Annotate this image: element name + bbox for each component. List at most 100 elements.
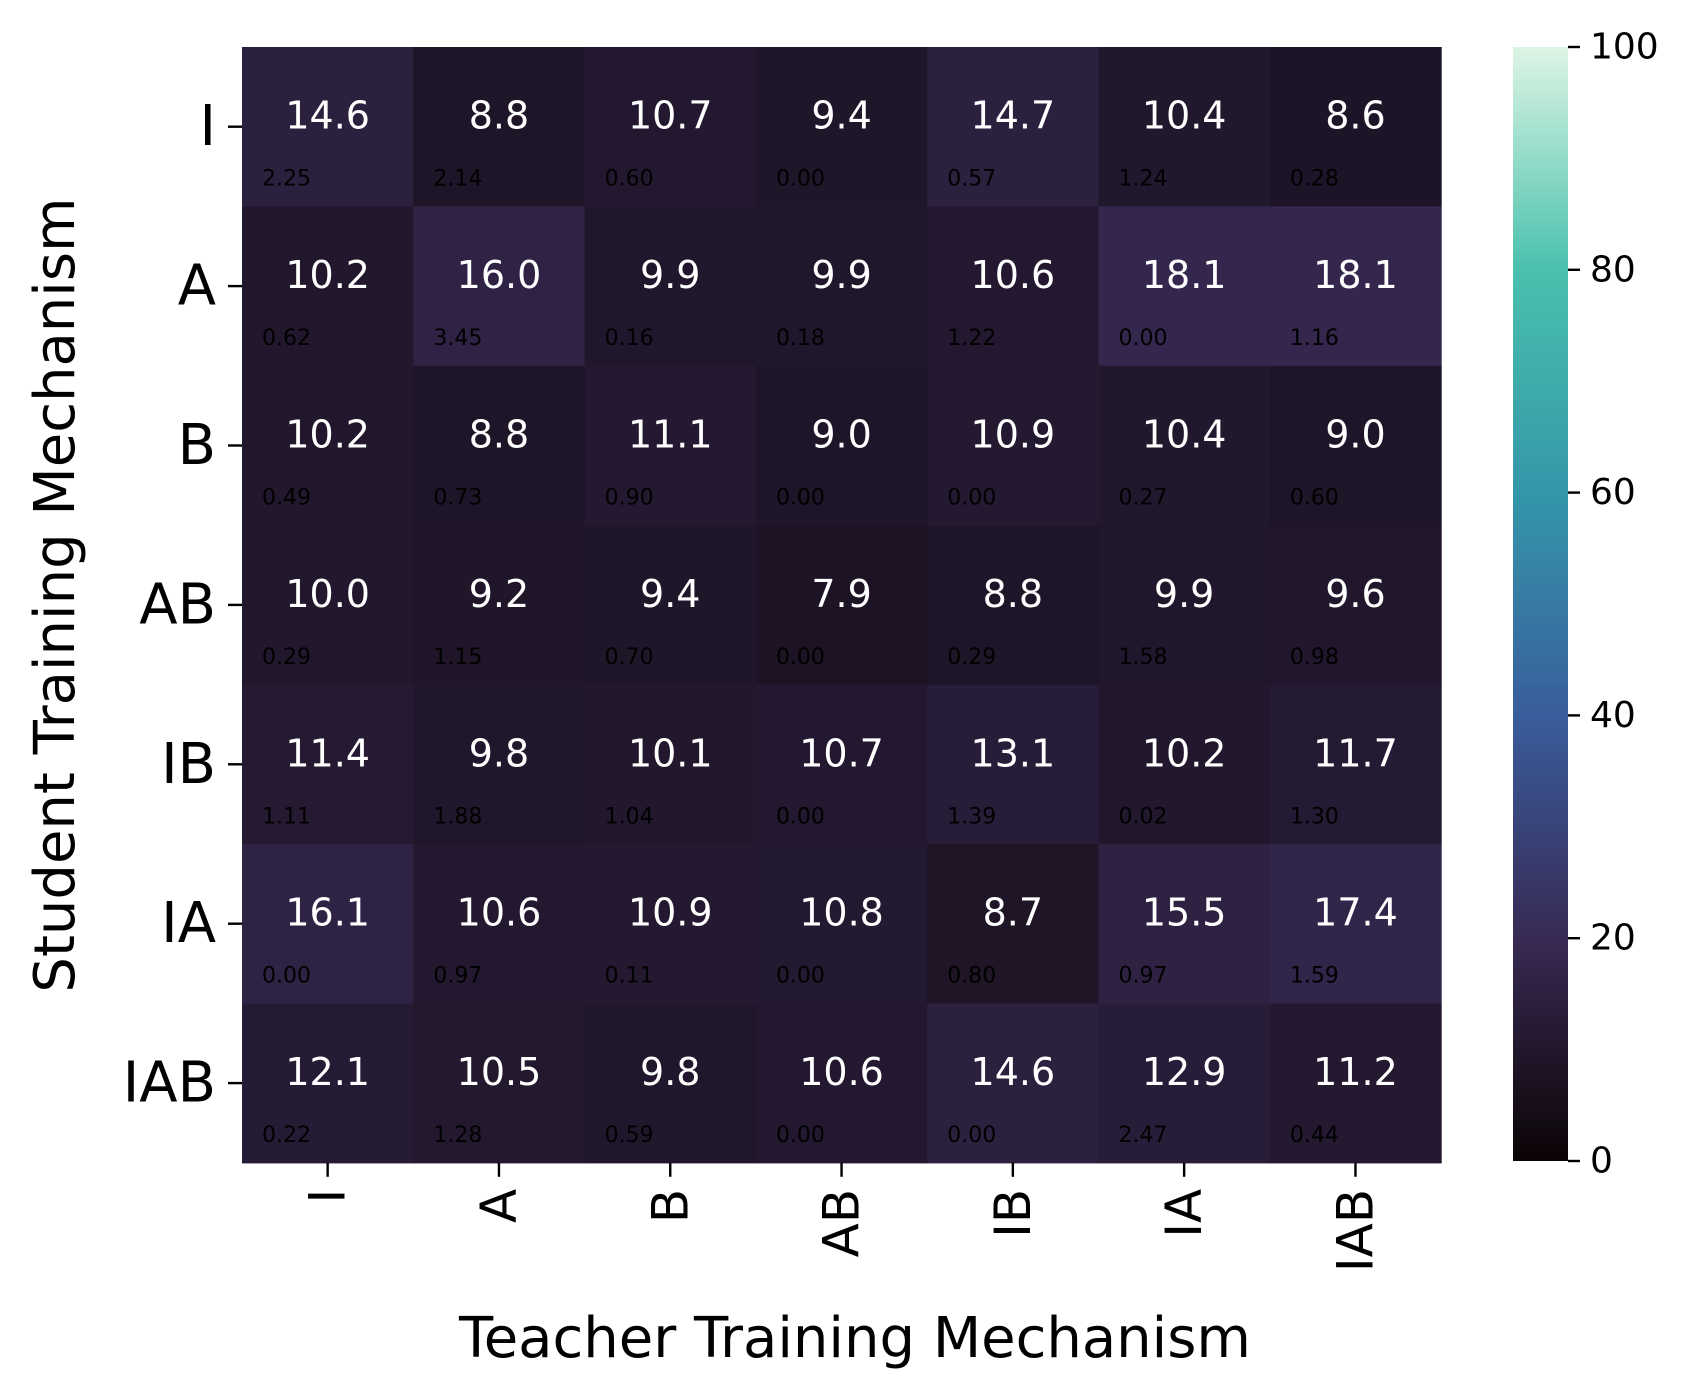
x-tick-label: IB: [984, 1189, 1042, 1238]
heatmap-cell: [755, 47, 928, 207]
cell-std-label: 1.15: [433, 645, 482, 670]
heatmap-cell: [413, 47, 586, 207]
cell-std-label: 0.22: [262, 1123, 311, 1148]
heatmap-cell: [1098, 525, 1271, 686]
cell-value-label: 10.2: [285, 253, 370, 297]
heatmap-cell: [242, 684, 414, 845]
cell-std-label: 0.90: [605, 485, 654, 510]
cell-value-label: 9.8: [469, 731, 529, 775]
heatmap-cell: [755, 684, 928, 845]
heatmap-cell: [1098, 684, 1271, 845]
cell-std-label: 0.60: [605, 167, 654, 192]
cell-value-label: 9.9: [1154, 572, 1214, 616]
colorbar-tick-label: 40: [1590, 695, 1636, 736]
cell-value-label: 10.6: [457, 891, 542, 935]
cell-value-label: 8.6: [1325, 94, 1385, 138]
heatmap-cell: [927, 844, 1100, 1004]
heatmap-cell: [584, 844, 757, 1004]
cell-value-label: 10.8: [799, 891, 884, 935]
cell-std-label: 0.18: [776, 326, 825, 351]
cell-value-label: 13.1: [971, 731, 1056, 775]
colorbar-gradient: [1513, 47, 1568, 1161]
cell-std-label: 0.00: [776, 485, 825, 510]
heatmap-cell: [1269, 684, 1442, 845]
heatmap-cell: [755, 365, 928, 526]
heatmap-cell: [413, 206, 586, 367]
heatmap-cell: [755, 1003, 928, 1164]
cell-std-label: 0.29: [947, 645, 996, 670]
cell-value-label: 14.6: [285, 94, 370, 138]
x-tick-label: B: [641, 1189, 699, 1223]
cell-value-label: 8.8: [983, 572, 1043, 616]
cell-value-label: 10.2: [1142, 731, 1227, 775]
cell-std-label: 0.02: [1119, 804, 1168, 829]
heatmap-cell: [242, 206, 414, 367]
cell-std-label: 1.24: [1119, 167, 1168, 192]
x-axis: I A B AB IB IA IAB: [299, 1162, 1384, 1272]
heatmap-cell: [413, 1003, 586, 1164]
colorbar-tick-label: 80: [1590, 249, 1636, 290]
cell-value-label: 11.2: [1313, 1050, 1398, 1094]
heatmap-cell: [584, 1003, 757, 1164]
cell-std-label: 0.11: [605, 964, 654, 989]
heatmap-cell: [413, 365, 586, 526]
cell-std-label: 0.73: [433, 485, 482, 510]
y-tick-label: I: [199, 94, 216, 159]
cell-std-label: 0.98: [1290, 645, 1339, 670]
cell-value-label: 9.9: [811, 253, 871, 297]
cell-std-label: 0.49: [262, 485, 311, 510]
cell-value-label: 11.7: [1313, 731, 1398, 775]
cell-std-label: 0.00: [776, 804, 825, 829]
cell-value-label: 8.7: [983, 891, 1043, 935]
cell-std-label: 0.80: [947, 964, 996, 989]
y-tick-label: A: [178, 254, 216, 319]
cell-value-label: 7.9: [811, 572, 871, 616]
cell-std-label: 1.04: [605, 804, 654, 829]
cell-value-label: 12.9: [1142, 1050, 1227, 1094]
cell-value-label: 11.4: [285, 731, 370, 775]
heatmap-cell: [1269, 1003, 1442, 1164]
heatmap-cell: [584, 525, 757, 686]
heatmap-cell: [1098, 1003, 1271, 1164]
x-tick-label: A: [470, 1189, 528, 1223]
heatmap-cell: [584, 684, 757, 845]
heatmap-cell: [584, 365, 757, 526]
cell-value-label: 10.5: [457, 1050, 542, 1094]
cell-value-label: 12.1: [285, 1050, 370, 1094]
cell-std-label: 0.28: [1290, 167, 1339, 192]
cell-value-label: 10.4: [1142, 94, 1227, 138]
cell-std-label: 1.28: [433, 1123, 482, 1148]
heatmap-cell: [413, 844, 586, 1004]
heatmap-cell: [584, 47, 757, 207]
cell-std-label: 1.88: [433, 804, 482, 829]
heatmap-cell: [755, 844, 928, 1004]
cell-value-label: 18.1: [1313, 253, 1398, 297]
heatmap-cell: [1269, 206, 1442, 367]
cell-std-label: 1.39: [947, 804, 996, 829]
x-tick-label: AB: [813, 1189, 871, 1258]
cell-value-label: 14.6: [971, 1050, 1056, 1094]
colorbar: 0 20 40 60 80 100: [1513, 27, 1659, 1182]
cell-value-label: 16.1: [285, 891, 370, 935]
cell-std-label: 0.00: [947, 485, 996, 510]
cell-std-label: 0.00: [776, 964, 825, 989]
cell-std-label: 3.45: [433, 326, 482, 351]
heatmap-cell: [927, 525, 1100, 686]
cell-value-label: 10.6: [971, 253, 1056, 297]
cell-value-label: 10.4: [1142, 413, 1227, 457]
cell-value-label: 9.0: [811, 413, 871, 457]
heatmap-cells: 14.6 2.25 8.8 2.14 10.7 0.60 9.4 0.00 14.7 0.57 10…: [242, 47, 1442, 1164]
y-axis-title: Student Training Mechanism: [23, 197, 88, 992]
cell-value-label: 18.1: [1142, 253, 1227, 297]
heatmap-cell: [927, 206, 1100, 367]
cell-value-label: 9.8: [640, 1050, 700, 1094]
heatmap-cell: [927, 365, 1100, 526]
cell-value-label: 9.6: [1325, 572, 1385, 616]
cell-std-label: 1.22: [947, 326, 996, 351]
heatmap-cell: [755, 525, 928, 686]
cell-value-label: 10.2: [285, 413, 370, 457]
cell-value-label: 8.8: [469, 94, 529, 138]
cell-std-label: 0.00: [262, 964, 311, 989]
